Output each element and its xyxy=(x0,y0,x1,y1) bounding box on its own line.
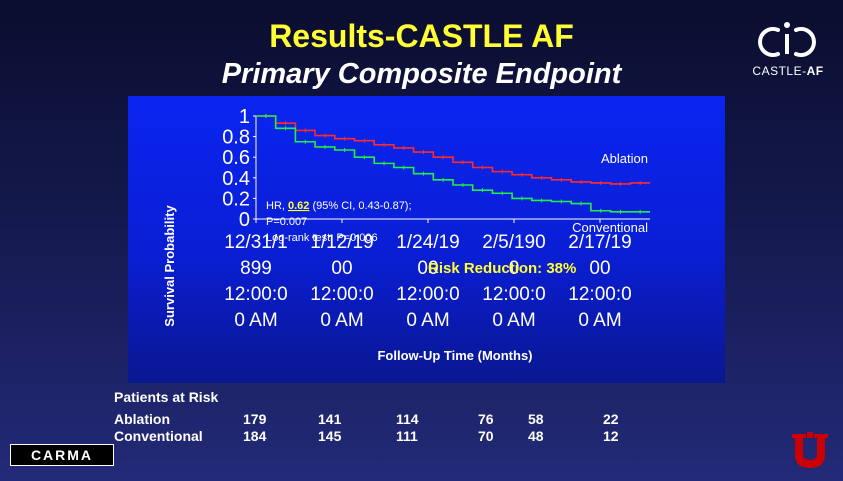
risk-cell: 48 xyxy=(528,428,544,444)
y-axis-title: Survival Probability xyxy=(162,205,177,327)
series-label-ablation: Ablation xyxy=(601,151,648,166)
risk-cell: 114 xyxy=(396,411,419,427)
patients-at-risk-title: Patients at Risk xyxy=(114,389,219,405)
risk-cell: 184 xyxy=(243,428,267,444)
risk-cell: 141 xyxy=(318,411,342,427)
risk-cell: 179 xyxy=(243,411,267,427)
risk-cell: 70 xyxy=(478,428,494,444)
series-label-conventional: Conventional xyxy=(572,220,648,235)
risk-cell: 58 xyxy=(528,411,544,427)
series-line-conventional xyxy=(256,115,650,213)
y-tick-label: 0.8 xyxy=(222,127,250,149)
risk-cell: 145 xyxy=(318,428,342,444)
risk-cell: 12 xyxy=(603,428,619,444)
x-tick-label: 1/12/19 00 12:00:0 0 AM xyxy=(310,232,373,331)
risk-row-label: Conventional xyxy=(114,428,203,444)
y-tick-label: 1 xyxy=(239,106,250,128)
km-chart: Survival Probability Follow-Up Time (Mon… xyxy=(162,106,650,363)
risk-reduction-annotation: Risk Reduction: 38% xyxy=(428,260,576,277)
castle-logo-icon xyxy=(758,22,816,57)
log-rank-annotation: Log-rank test: P=0.006 xyxy=(266,232,378,244)
hr-value: 0.62 xyxy=(288,200,309,212)
castle-af-logo: CASTLE-AF xyxy=(748,18,828,84)
carma-logo: CARMA xyxy=(10,444,114,466)
p-value-annotation: P=0.007 xyxy=(266,216,307,228)
y-tick-label: 0.4 xyxy=(222,168,250,190)
hr-annotation: HR, 0.62 (95% CI, 0.43-0.87); xyxy=(266,200,412,212)
y-tick-label: 0 xyxy=(239,209,250,231)
x-tick-label: 2/17/19 00 12:00:0 0 AM xyxy=(568,232,631,331)
risk-cell: 111 xyxy=(396,428,418,444)
x-tick-label: 2/5/190 0 12:00:0 0 AM xyxy=(482,232,545,331)
risk-cell: 76 xyxy=(478,411,494,427)
risk-cell: 22 xyxy=(603,411,619,427)
x-axis-title: Follow-Up Time (Months) xyxy=(377,348,532,363)
x-tick-label: 1/24/19 00 12:00:0 0 AM xyxy=(396,232,459,331)
risk-row-label: Ablation xyxy=(114,411,170,427)
series-line-ablation xyxy=(256,115,650,185)
chart-panel: Survival Probability Follow-Up Time (Mon… xyxy=(128,96,725,383)
y-tick-label: 0.6 xyxy=(222,147,250,169)
y-tick-label: 0.2 xyxy=(222,188,250,210)
castle-logo-text: CASTLE-AF xyxy=(752,64,824,78)
slide-title: Results-CASTLE AF xyxy=(269,18,574,54)
university-of-utah-logo-icon xyxy=(792,432,828,468)
x-tick-label: 12/31/1 899 12:00:0 0 AM xyxy=(224,232,287,331)
slide-subtitle: Primary Composite Endpoint xyxy=(221,58,622,90)
